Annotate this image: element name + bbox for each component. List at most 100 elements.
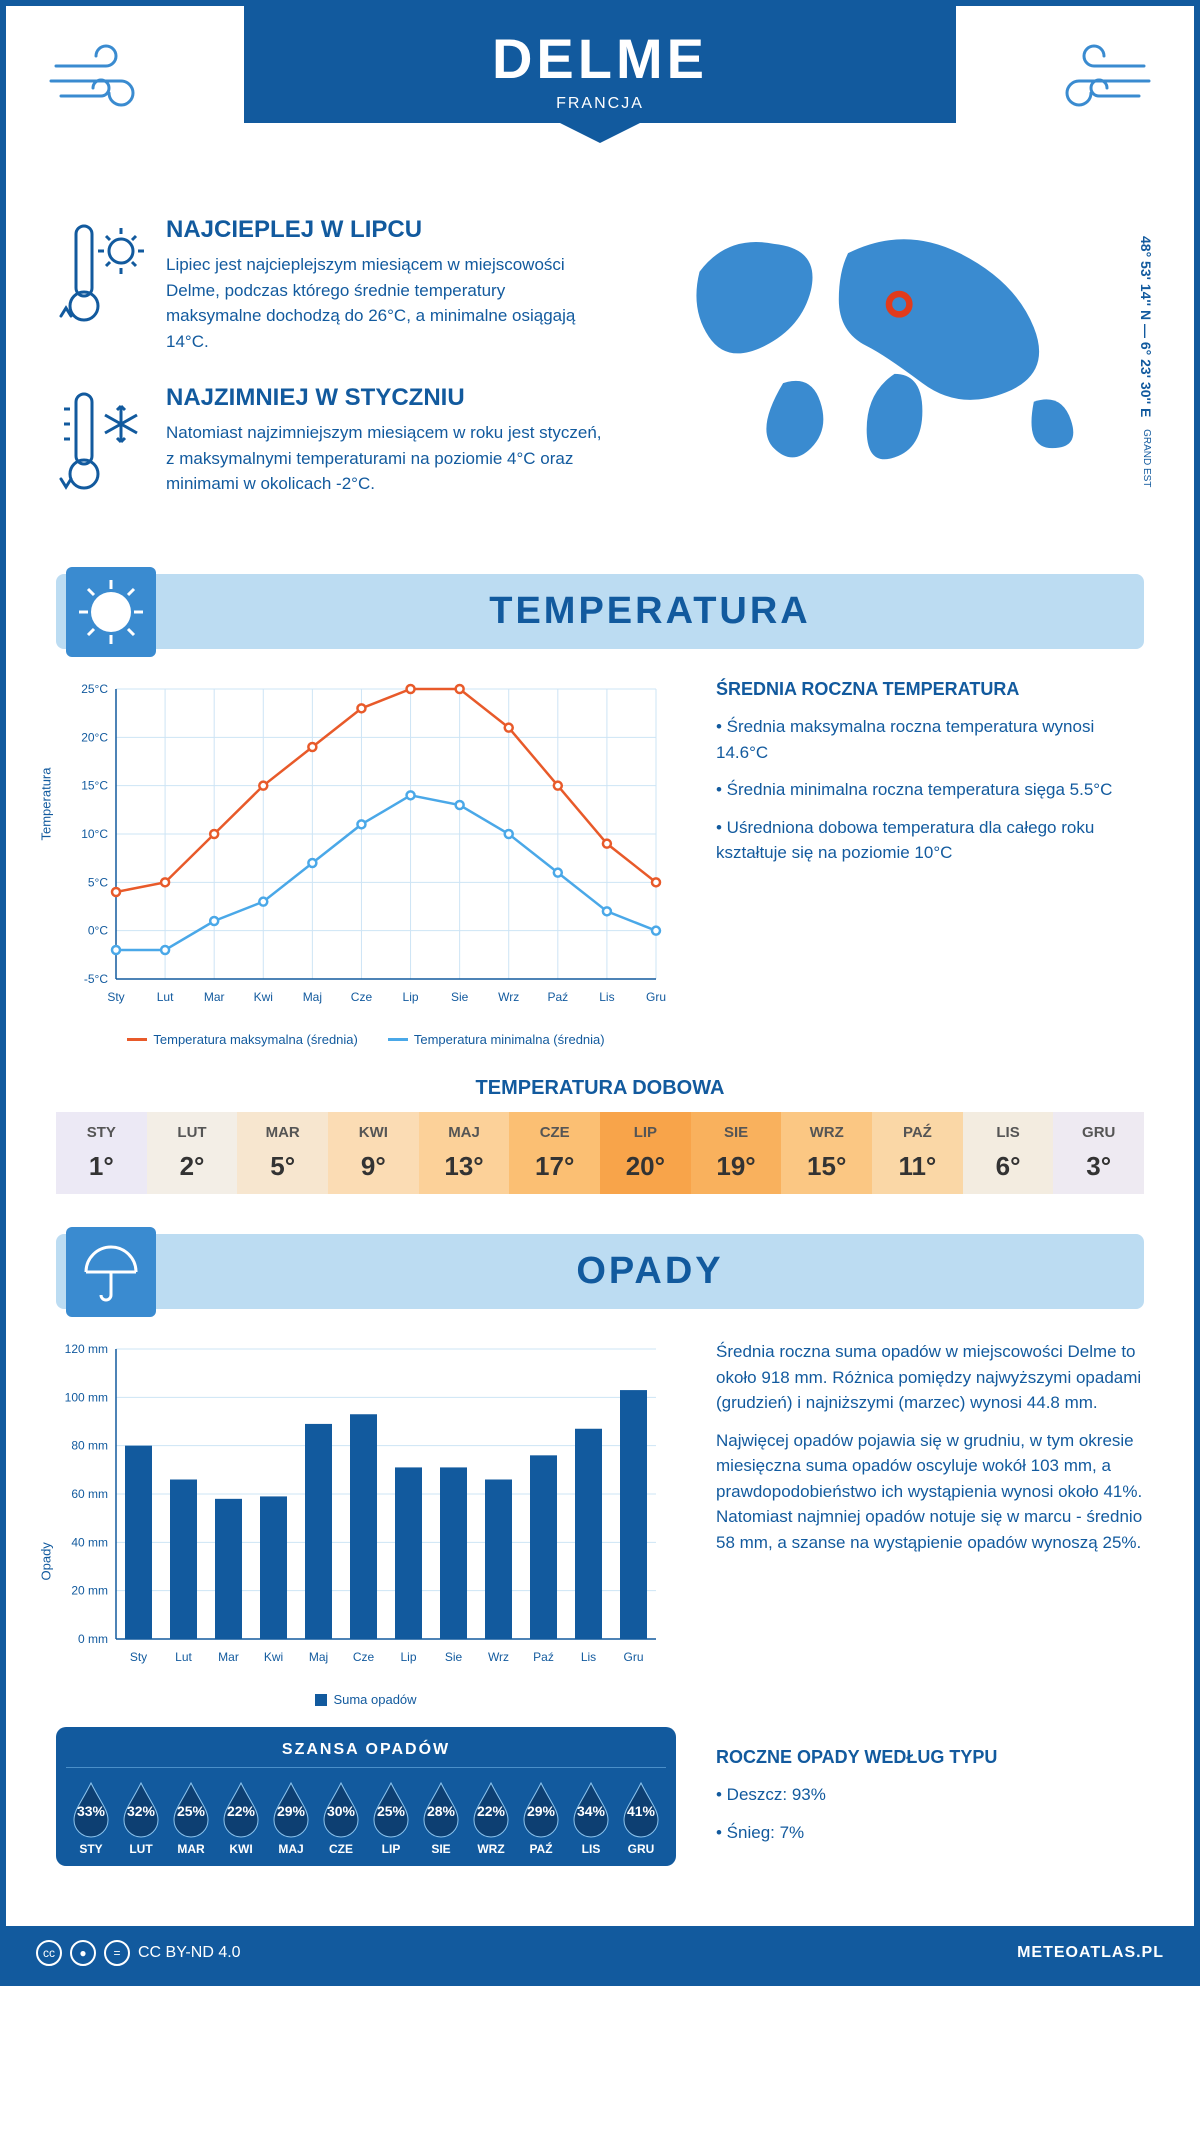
- svg-text:Lut: Lut: [175, 1650, 192, 1664]
- svg-text:15°C: 15°C: [81, 779, 108, 793]
- daily-temp-cell: LIS6°: [963, 1112, 1054, 1194]
- svg-text:Lip: Lip: [403, 990, 419, 1004]
- section-title-precipitation: OPADY: [56, 1234, 1144, 1309]
- fact-cold-text: Natomiast najzimniejszym miesiącem w rok…: [166, 420, 605, 497]
- precip-text-2: Najwięcej opadów pojawia się w grudniu, …: [716, 1428, 1144, 1556]
- precip-summary: Średnia roczna suma opadów w miejscowośc…: [716, 1339, 1144, 1866]
- svg-text:-5°C: -5°C: [84, 972, 108, 986]
- temp-bullet: • Uśredniona dobowa temperatura dla całe…: [716, 815, 1144, 866]
- svg-text:100 mm: 100 mm: [65, 1390, 108, 1404]
- svg-text:60 mm: 60 mm: [71, 1487, 108, 1501]
- svg-text:Sty: Sty: [107, 990, 124, 1004]
- chance-cell: 25%LIP: [366, 1778, 416, 1856]
- daily-temp-table: STY1°LUT2°MAR5°KWI9°MAJ13°CZE17°LIP20°SI…: [56, 1112, 1144, 1194]
- temp-bullet: • Średnia minimalna roczna temperatura s…: [716, 777, 1144, 803]
- svg-text:Paź: Paź: [547, 990, 568, 1004]
- chance-cell: 25%MAR: [166, 1778, 216, 1856]
- thermometer-hot-icon: [56, 216, 146, 336]
- chance-cell: 32%LUT: [116, 1778, 166, 1856]
- temp-summary-title: ŚREDNIA ROCZNA TEMPERATURA: [716, 679, 1144, 700]
- chance-cell: 22%WRZ: [466, 1778, 516, 1856]
- temperature-heading: TEMPERATURA: [176, 590, 1124, 633]
- svg-text:20 mm: 20 mm: [71, 1584, 108, 1598]
- precip-chance-box: SZANSA OPADÓW 33%STY32%LUT25%MAR22%KWI29…: [56, 1727, 676, 1866]
- chance-cell: 33%STY: [66, 1778, 116, 1856]
- svg-text:25°C: 25°C: [81, 682, 108, 696]
- chance-cell: 22%KWI: [216, 1778, 266, 1856]
- chance-cell: 41%GRU: [616, 1778, 666, 1856]
- chance-cell: 28%SIE: [416, 1778, 466, 1856]
- daily-temp-cell: WRZ15°: [781, 1112, 872, 1194]
- daily-temp-cell: SIE19°: [691, 1112, 782, 1194]
- daily-temp-cell: LIP20°: [600, 1112, 691, 1194]
- svg-text:Lip: Lip: [400, 1650, 416, 1664]
- temp-summary: ŚREDNIA ROCZNA TEMPERATURA • Średnia mak…: [716, 679, 1144, 1047]
- svg-text:Sie: Sie: [445, 1650, 463, 1664]
- fact-cold-title: NAJZIMNIEJ W STYCZNIU: [166, 384, 605, 412]
- country-name: FRANCJA: [244, 95, 957, 113]
- precip-type-line: • Deszcz: 93%: [716, 1782, 1144, 1808]
- fact-hot-title: NAJCIEPLEJ W LIPCU: [166, 216, 605, 244]
- wind-icon-right: [1034, 36, 1154, 130]
- world-map-icon: [645, 216, 1144, 476]
- daily-temp-cell: MAJ13°: [419, 1112, 510, 1194]
- by-icon: ●: [70, 1940, 96, 1966]
- svg-text:0 mm: 0 mm: [78, 1632, 108, 1646]
- daily-temp-cell: STY1°: [56, 1112, 147, 1194]
- license: cc ● = CC BY-ND 4.0: [36, 1940, 241, 1966]
- precipitation-heading: OPADY: [176, 1250, 1124, 1293]
- svg-text:Lut: Lut: [157, 990, 174, 1004]
- umbrella-icon: [66, 1227, 156, 1317]
- svg-text:Cze: Cze: [351, 990, 373, 1004]
- daily-temp-cell: LUT2°: [147, 1112, 238, 1194]
- sun-icon: [66, 567, 156, 657]
- temp-chart-legend: Temperatura maksymalna (średnia) Tempera…: [56, 1032, 676, 1047]
- svg-text:10°C: 10°C: [81, 827, 108, 841]
- site-credit: METEOATLAS.PL: [1017, 1944, 1164, 1962]
- intro-section: NAJCIEPLEJ W LIPCU Lipiec jest najcieple…: [56, 216, 1144, 534]
- city-name: DELME: [244, 26, 957, 91]
- svg-text:120 mm: 120 mm: [65, 1342, 108, 1356]
- temp-bullet: • Średnia maksymalna roczna temperatura …: [716, 714, 1144, 765]
- footer: cc ● = CC BY-ND 4.0 METEOATLAS.PL: [6, 1926, 1194, 1980]
- fact-coldest: NAJZIMNIEJ W STYCZNIU Natomiast najzimni…: [56, 384, 605, 504]
- svg-text:Sty: Sty: [130, 1650, 147, 1664]
- coordinates: 48° 53' 14'' N — 6° 23' 30'' E GRAND EST: [1138, 236, 1154, 487]
- svg-text:Kwi: Kwi: [254, 990, 273, 1004]
- temperature-chart: Temperatura -5°C0°C5°C10°C15°C20°C25°CSt…: [56, 679, 676, 1047]
- precip-chart-legend: Suma opadów: [56, 1692, 676, 1707]
- chance-cell: 29%MAJ: [266, 1778, 316, 1856]
- svg-text:Gru: Gru: [623, 1650, 643, 1664]
- precip-chance-title: SZANSA OPADÓW: [66, 1741, 666, 1768]
- daily-temp-cell: GRU3°: [1053, 1112, 1144, 1194]
- svg-text:20°C: 20°C: [81, 730, 108, 744]
- svg-text:Wrz: Wrz: [498, 990, 519, 1004]
- daily-temp-cell: CZE17°: [509, 1112, 600, 1194]
- svg-text:0°C: 0°C: [88, 924, 108, 938]
- map-box: 48° 53' 14'' N — 6° 23' 30'' E GRAND EST: [645, 216, 1144, 534]
- precipitation-chart: Opady 0 mm20 mm40 mm60 mm80 mm100 mm120 …: [56, 1339, 676, 1866]
- svg-text:40 mm: 40 mm: [71, 1535, 108, 1549]
- svg-text:Kwi: Kwi: [264, 1650, 283, 1664]
- daily-temp-title: TEMPERATURA DOBOWA: [56, 1077, 1144, 1100]
- svg-text:Lis: Lis: [581, 1650, 596, 1664]
- title-banner: DELME FRANCJA: [244, 6, 957, 123]
- chance-cell: 34%LIS: [566, 1778, 616, 1856]
- chance-cell: 30%CZE: [316, 1778, 366, 1856]
- cc-icon: cc: [36, 1940, 62, 1966]
- daily-temp-cell: MAR5°: [237, 1112, 328, 1194]
- svg-text:Cze: Cze: [353, 1650, 375, 1664]
- wind-icon-left: [46, 36, 166, 130]
- temp-chart-ylabel: Temperatura: [39, 768, 54, 841]
- svg-text:Maj: Maj: [309, 1650, 328, 1664]
- header: DELME FRANCJA: [6, 6, 1194, 186]
- thermometer-cold-icon: [56, 384, 146, 504]
- daily-temp-cell: PAŹ11°: [872, 1112, 963, 1194]
- section-title-temperature: TEMPERATURA: [56, 574, 1144, 649]
- svg-text:Sie: Sie: [451, 990, 469, 1004]
- svg-text:Paź: Paź: [533, 1650, 554, 1664]
- svg-text:Mar: Mar: [204, 990, 225, 1004]
- daily-temp-cell: KWI9°: [328, 1112, 419, 1194]
- precip-chart-ylabel: Opady: [39, 1542, 54, 1580]
- svg-text:Gru: Gru: [646, 990, 666, 1004]
